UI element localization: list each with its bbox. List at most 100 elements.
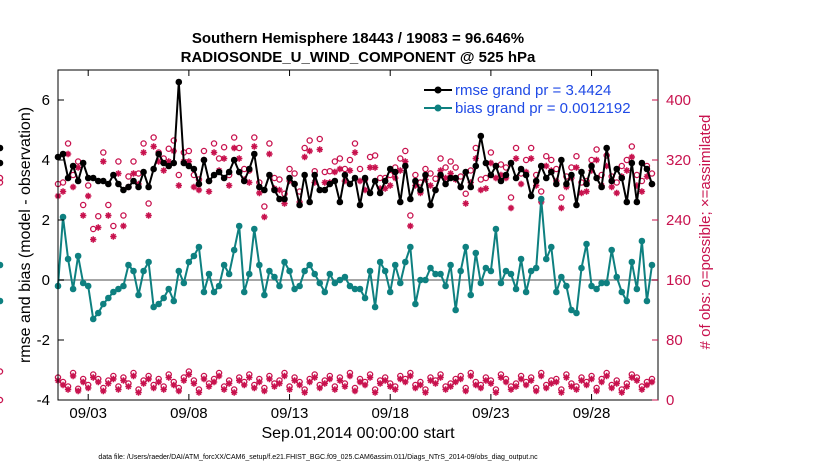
bias-point <box>245 270 253 278</box>
obs-assimilated-marker <box>105 212 112 219</box>
rmse-point <box>115 180 122 188</box>
obs-assimilated-marker <box>366 164 374 171</box>
rmse-point <box>492 162 500 170</box>
obs-possible-marker <box>79 201 87 209</box>
obs-lower-assimilated-marker <box>150 384 157 392</box>
obs-lower-assimilated-marker <box>241 381 248 389</box>
bias-point <box>321 288 329 296</box>
obs-possible-marker <box>412 171 419 179</box>
bias-point <box>240 288 248 296</box>
rmse-point <box>447 174 454 182</box>
obs-possible-marker <box>422 165 429 173</box>
rmse-point <box>573 201 580 209</box>
obs-lower-assimilated-marker <box>593 387 600 395</box>
obs-possible-marker <box>482 174 490 182</box>
rmse-point <box>286 174 293 182</box>
bias-point <box>351 285 359 293</box>
axis-ticks: 09/03 09/08 09/13 09/18 09/23 09/28 -4 -2 0 2 4 6 0 8… <box>37 70 691 422</box>
obs-possible-marker <box>150 134 157 141</box>
rmse-point <box>482 159 490 167</box>
obs-lower-assimilated-marker <box>452 378 459 386</box>
x-tick-label: 09/03 <box>69 405 107 422</box>
bias-point <box>381 267 389 275</box>
obs-lower-assimilated-marker <box>266 375 273 383</box>
rmse-point <box>256 183 263 191</box>
bias-point <box>125 261 132 269</box>
bias-point <box>120 282 127 290</box>
obs-lower-assimilated-marker <box>185 371 193 378</box>
obs-possible-marker <box>105 201 112 209</box>
obs-lower-assimilated-marker <box>643 381 651 389</box>
bias-point <box>547 243 555 251</box>
rmse-point <box>502 171 510 179</box>
bias-point <box>0 297 4 305</box>
rmse-point <box>437 171 444 179</box>
x-tick-label: 09/28 <box>573 405 611 422</box>
obs-lower-possible-marker <box>0 368 4 375</box>
rmse-point <box>537 162 545 170</box>
obs-lower-assimilated-marker <box>326 375 334 383</box>
bias-point <box>266 267 273 275</box>
obs-lower-assimilated-marker <box>286 386 293 393</box>
obs-possible-marker <box>356 165 364 173</box>
obs-lower-assimilated-marker <box>79 378 87 386</box>
bias-point <box>220 261 228 269</box>
obs-possible-marker <box>447 158 454 165</box>
obs-lower-assimilated-marker <box>548 380 555 387</box>
obs-lower-assimilated-marker <box>135 389 142 396</box>
obs-lower-assimilated-marker <box>472 381 479 389</box>
obs-lower-assimilated-marker <box>618 389 625 396</box>
rmse-point <box>467 183 475 191</box>
rmse-point <box>361 174 369 182</box>
obs-assimilated-marker <box>402 158 409 165</box>
obs-assimilated-marker <box>230 144 238 152</box>
obs-assimilated-marker <box>472 155 479 162</box>
rmse-point <box>386 165 394 173</box>
obs-lower-assimilated-marker <box>522 381 530 389</box>
obs-lower-assimilated-marker <box>492 389 500 396</box>
obs-assimilated-marker <box>603 162 610 170</box>
x-tick-label: 09/18 <box>371 405 409 422</box>
rmse-point <box>427 201 434 209</box>
rmse-point <box>311 171 319 179</box>
obs-possible-marker <box>286 165 293 173</box>
obs-possible-marker <box>537 188 545 195</box>
y2-axis-label: # of obs: o=possible; ×=assimilated <box>697 115 714 350</box>
obs-assimilated-marker <box>195 186 203 194</box>
bias-point <box>165 285 173 293</box>
rmse-point <box>150 165 157 173</box>
obs-assimilated-marker <box>397 167 404 174</box>
bias-point <box>281 258 288 266</box>
bias-point <box>527 267 535 275</box>
obs-lower-assimilated-marker <box>59 381 67 389</box>
rmse-point <box>321 186 329 194</box>
rmse-point <box>120 186 127 194</box>
obs-assimilated-marker <box>462 200 469 207</box>
rmse-point <box>0 159 4 167</box>
rmse-point <box>200 156 208 164</box>
obs-assimilated-marker <box>507 204 515 212</box>
obs-assimilated-marker <box>210 149 218 156</box>
obs-possible-marker <box>210 140 218 147</box>
obs-assimilated-marker <box>120 222 127 230</box>
bias-point <box>432 270 439 278</box>
bias-point <box>346 282 354 290</box>
obs-assimilated-marker <box>387 182 394 189</box>
obs-assimilated-marker <box>437 167 444 174</box>
x-tick-label: 09/23 <box>472 405 510 422</box>
obs-lower-assimilated-marker <box>588 375 595 383</box>
y2-tick-label: 240 <box>666 212 691 229</box>
obs-assimilated-marker <box>517 180 525 188</box>
obs-assimilated-marker <box>165 158 172 165</box>
bias-point <box>638 237 646 245</box>
data-file-footnote: data file: /Users/raeder/DAI/ATM_forcXX/… <box>98 454 538 461</box>
bias-point <box>190 252 198 260</box>
rmse-point <box>266 171 273 179</box>
obs-lower-assimilated-marker <box>210 378 218 386</box>
rmse-point <box>598 183 605 191</box>
rmse-point <box>517 165 525 173</box>
obs-lower-assimilated-marker <box>246 374 253 381</box>
bias-point <box>276 282 283 290</box>
obs-possible-marker <box>59 179 67 186</box>
rmse-point <box>547 168 555 176</box>
